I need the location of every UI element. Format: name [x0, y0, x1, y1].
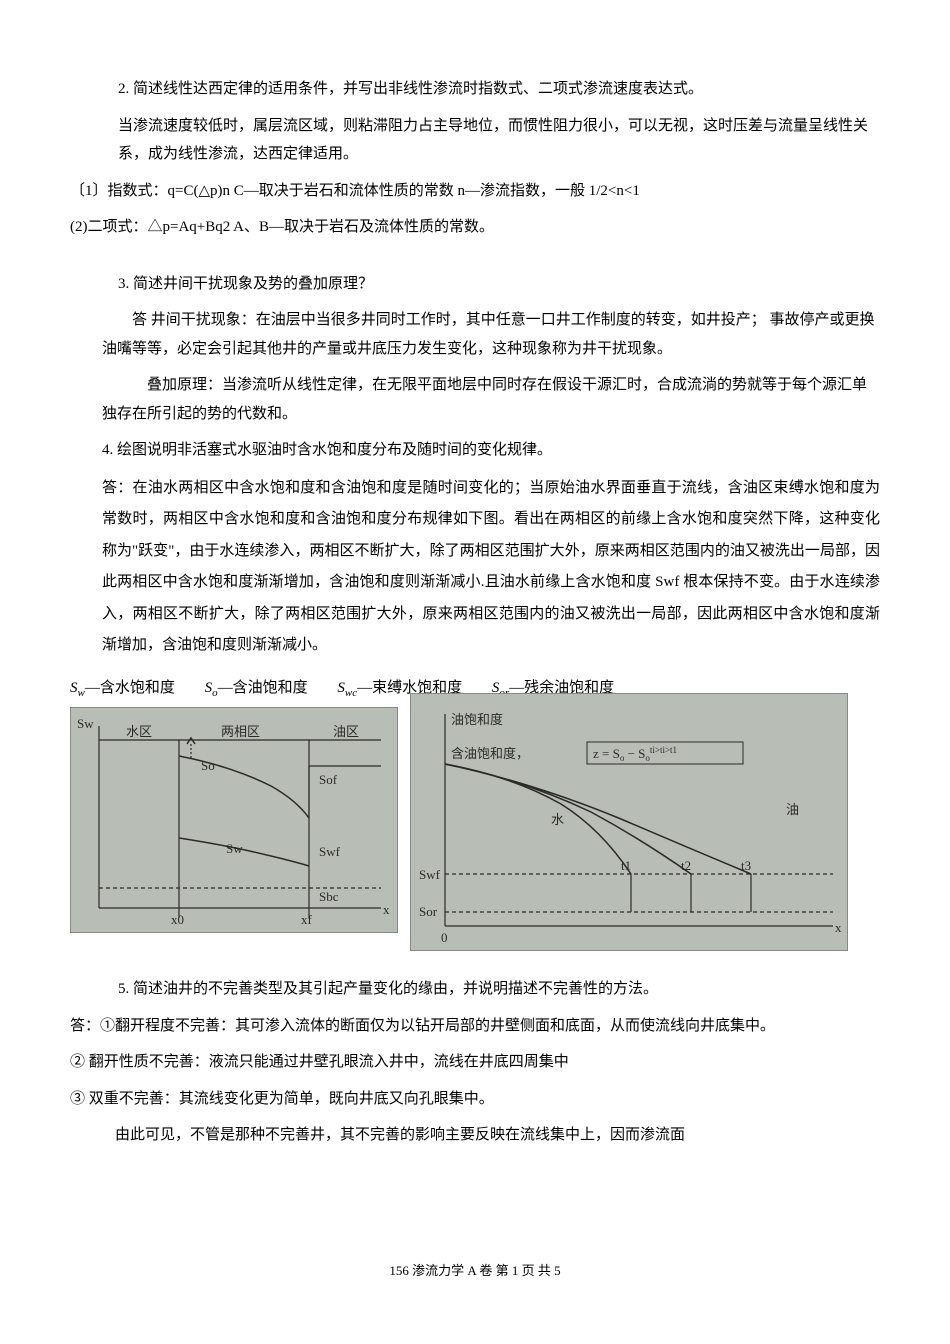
fig-left-oil: 油区: [333, 724, 359, 739]
fig-left-x: x: [383, 902, 390, 917]
fig-right-t1: t1: [621, 858, 631, 873]
question-2-formula-2: (2)二项式：△p=Aq+Bq2 A、B—取决于岩石及流体性质的常数。: [70, 213, 880, 242]
fig-right-x: x: [835, 920, 842, 935]
question-5-title: 5. 简述油井的不完善类型及其引起产量变化的缘由，并说明描述不完善性的方法。: [70, 975, 880, 1004]
question-3-title: 3. 简述井间干扰现象及势的叠加原理？: [70, 270, 880, 299]
fig-right-t3: t3: [741, 858, 751, 873]
fig-left-sof: Sof: [319, 772, 338, 787]
figures-container: Sw 水区 两相区 油区 So Sw Sof Swf Sbc x0 xf x 油…: [70, 707, 880, 951]
question-4-title: 4. 绘图说明非活塞式水驱油时含水饱和度分布及随时间的变化规律。: [70, 436, 880, 465]
fig-left-x0: x0: [171, 912, 184, 927]
question-3-answer-2: 叠加原理：当渗流听从线性定律，在无限平面地层中同时存在假设干源汇时，合成流淌的势…: [70, 371, 880, 428]
fig-left-sw-axis: Sw: [77, 716, 94, 731]
question-5-answer-3: ③ 双重不完善：其流线变化更为简单，既向井底又向孔眼集中。: [70, 1085, 880, 1114]
fig-right-sor: Sor: [419, 904, 438, 919]
figure-left: Sw 水区 两相区 油区 So Sw Sof Swf Sbc x0 xf x: [70, 707, 398, 933]
question-4-answer: 答：在油水两相区中含水饱和度和含油饱和度是随时间变化的；当原始油水界面垂直于流线…: [70, 473, 880, 662]
question-3-answer-1: 答 井间干扰现象：在油层中当很多井同时工作时，其中任意一口井工作制度的转变，如井…: [70, 306, 880, 363]
fig-right-swf: Swf: [419, 867, 441, 882]
question-5-answer-1: 答：①翻开程度不完善：其可渗入流体的断面仅为以钻开局部的井壁侧面和底面，从而使流…: [70, 1012, 880, 1041]
fig-left-sw-label: Sw: [226, 841, 243, 856]
page-footer: 156 渗流力学 A 卷 第 1 页 共 5: [0, 1259, 950, 1284]
fig-right-water: 水: [551, 812, 564, 827]
fig-left-sbc: Sbc: [319, 889, 339, 904]
fig-left-swf: Swf: [319, 844, 341, 859]
question-2-formula-1: 〔1〕指数式：q=C(△p)n C—取决于岩石和流体性质的常数 n—渗流指数，一…: [70, 177, 880, 206]
fig-right-formula: z = So − Soti>ti>t1: [593, 745, 677, 763]
question-5-answer-4: 由此可见，不管是那种不完善井，其不完善的影响主要反映在流线集中上，因而渗流面: [70, 1121, 880, 1150]
question-2-title: 2. 简述线性达西定律的适用条件，并写出非线性渗流时指数式、二项式渗流速度表达式…: [70, 75, 880, 104]
fig-right-oil-sat: 油饱和度: [451, 712, 503, 727]
question-5-answer-2: ② 翻开性质不完善：液流只能通过井壁孔眼流入井中，流线在井底四周集中: [70, 1048, 880, 1077]
fig-right-formula-text: 含油饱和度，: [451, 746, 529, 761]
fig-right-oil: 油: [786, 802, 799, 817]
fig-right-zero: 0: [441, 930, 448, 945]
fig-right-t2: t2: [681, 858, 691, 873]
fig-left-water: 水区: [126, 724, 152, 739]
fig-left-xf: xf: [301, 912, 313, 927]
fig-left-so: So: [201, 758, 215, 773]
fig-left-two-phase: 两相区: [221, 724, 260, 739]
figure-right: 油饱和度 含油饱和度， z = So − Soti>ti>t1 水 油 t1 t…: [410, 693, 848, 951]
question-2-answer: 当渗流速度较低时，属层流区域，则粘滞阻力占主导地位，而惯性阻力很小，可以无视，这…: [70, 112, 880, 169]
